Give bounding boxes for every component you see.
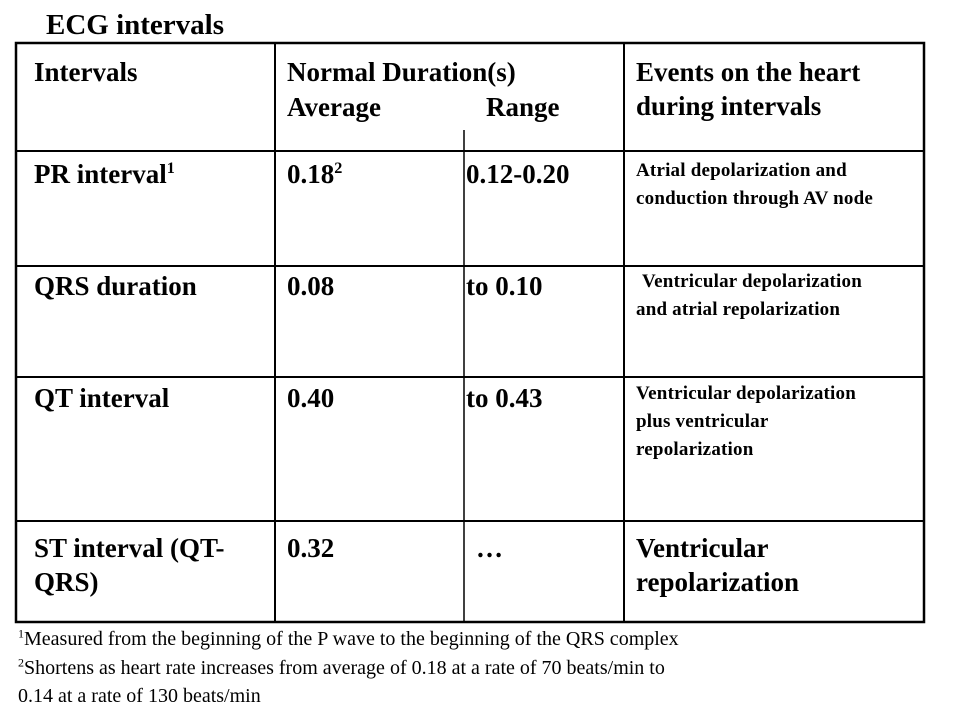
range-value: 0.12-0.20	[466, 159, 570, 189]
header-intervals: Intervals	[34, 57, 138, 87]
footnote-2-continued: 0.14 at a rate of 130 beats/min	[18, 685, 261, 707]
header-events: Events on the heart during intervals	[636, 57, 861, 121]
interval-name: PR interval1	[34, 159, 175, 189]
footnote-marker: 2	[334, 159, 343, 177]
interval-name: QRS duration	[34, 271, 197, 301]
header-range: Range	[486, 92, 560, 122]
events-text: Ventricular depolarization and atrial re…	[636, 271, 862, 320]
average-value: 0.08	[287, 271, 335, 301]
events-text: Ventricular depolarization plus ventricu…	[636, 383, 856, 460]
average-value: 0.32	[287, 533, 335, 563]
interval-name: ST interval (QT-QRS)	[34, 533, 225, 597]
average-value: 0.40	[287, 383, 335, 413]
header-normal-duration: Normal Duration(s)	[287, 57, 516, 87]
header-average: Average	[287, 92, 381, 122]
range-value: to 0.43	[466, 383, 543, 413]
footnote-marker: 1	[166, 159, 175, 177]
average-value: 0.182	[287, 159, 343, 189]
range-value: to 0.10	[466, 271, 543, 301]
page-title: ECG intervals	[46, 9, 225, 41]
interval-name: QT interval	[34, 383, 170, 413]
footnote-2: 2Shortens as heart rate increases from a…	[18, 655, 665, 679]
footnote-1: 1Measured from the beginning of the P wa…	[18, 626, 679, 650]
events-text: Atrial depolarization and conduction thr…	[636, 160, 873, 209]
events-text: Ventricular repolarization	[636, 533, 799, 597]
range-value: …	[476, 533, 503, 563]
